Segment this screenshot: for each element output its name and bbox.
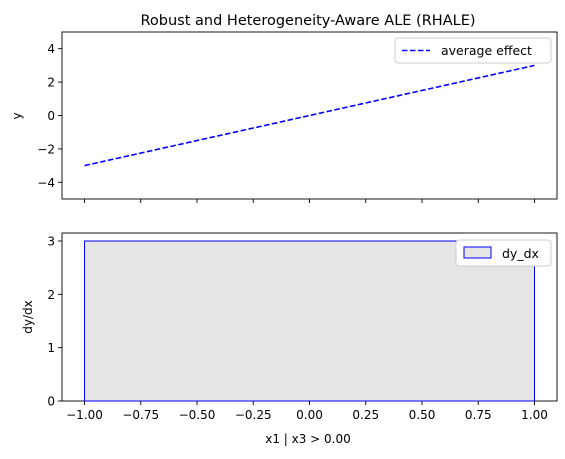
top-y-tick-label: 2 (47, 76, 55, 90)
top-y-axis-label: y (10, 112, 24, 119)
bottom-panel: 0 1 2 3 −1.00 −0.75 −0.50 −0.25 0.00 0.25 0.50 0.7… (21, 232, 558, 446)
bottom-y-axis-label: dy/dx (21, 300, 35, 333)
top-y-tick-label: −4 (37, 176, 55, 190)
bottom-y-tick-label: 1 (47, 341, 55, 355)
top-y-tick-label: 4 (47, 42, 55, 56)
dy-dx-legend-label: dy_dx (502, 246, 539, 261)
bottom-x-tick-label: −0.75 (122, 408, 159, 422)
dy-dx-legend-swatch (463, 246, 492, 259)
top-legend: average effect (394, 37, 552, 64)
bottom-y-tick-label: 3 (47, 235, 55, 249)
top-panel: Robust and Heterogeneity-Aware ALE (RHAL… (10, 13, 558, 203)
bottom-x-tick-label: 0.25 (352, 408, 379, 422)
top-x-ticks (84, 199, 535, 203)
top-y-ticks: −4 −2 0 2 4 (37, 42, 62, 190)
bottom-x-tick-label: 0.00 (296, 408, 323, 422)
top-y-tick-label: −2 (37, 142, 55, 156)
average-effect-legend-label: average effect (441, 43, 532, 58)
bottom-x-tick-label: −0.25 (235, 408, 272, 422)
bottom-x-tick-label: −0.50 (179, 408, 216, 422)
bottom-legend: dy_dx (455, 239, 552, 267)
bottom-y-tick-label: 2 (47, 288, 55, 302)
bottom-x-tick-label: −1.00 (66, 408, 103, 422)
bottom-x-tick-label: 0.75 (465, 408, 492, 422)
bottom-x-tick-label: 1.00 (521, 408, 548, 422)
bottom-x-axis-label: x1 | x3 > 0.00 (265, 432, 351, 446)
top-y-tick-label: 0 (47, 109, 55, 123)
average-effect-line (84, 64, 535, 167)
top-title: Robust and Heterogeneity-Aware ALE (RHAL… (140, 13, 475, 29)
top-legend-box (394, 37, 552, 64)
bottom-x-ticks: −1.00 −0.75 −0.50 −0.25 0.00 0.25 0.50 0.75 1.00 (66, 401, 548, 422)
bottom-x-tick-label: 0.50 (409, 408, 436, 422)
bottom-y-ticks: 0 1 2 3 (47, 235, 62, 409)
dy-dx-bar (84, 240, 535, 402)
bottom-y-tick-label: 0 (47, 395, 55, 409)
